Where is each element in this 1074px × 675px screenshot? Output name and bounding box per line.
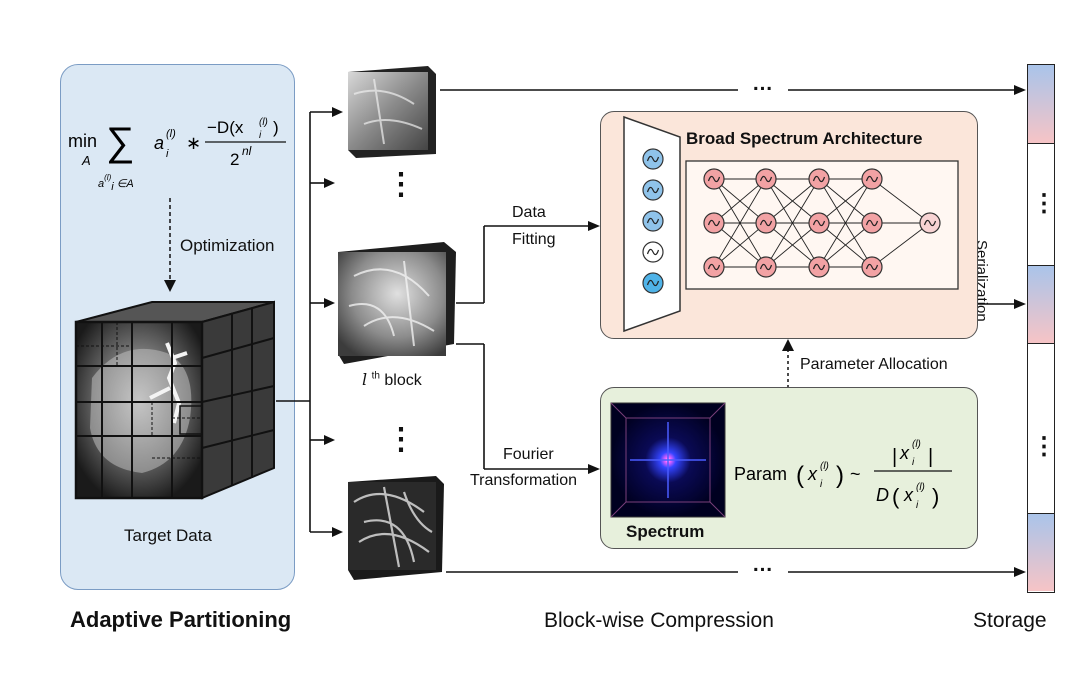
svg-text:|: | <box>928 446 933 468</box>
svg-text:(l): (l) <box>259 117 268 128</box>
svg-text:(l): (l) <box>912 439 921 450</box>
network-edge <box>713 178 767 224</box>
svg-text:(: ( <box>796 462 804 489</box>
spectrum-image <box>610 402 726 518</box>
svg-text:(l): (l) <box>916 482 925 493</box>
section-blockwise-compression: Block-wise Compression <box>544 609 774 632</box>
svg-text:∗: ∗ <box>186 133 201 153</box>
network-edge <box>871 222 931 268</box>
svg-text:x: x <box>899 443 910 463</box>
param-word: Param <box>734 464 787 484</box>
network-edge <box>713 222 767 268</box>
section-adaptive-partitioning: Adaptive Partitioning <box>70 607 292 632</box>
network-edge <box>765 178 820 268</box>
bottom-path-ellipsis: … <box>752 553 773 576</box>
block-lth <box>338 242 456 364</box>
optimization-arrow <box>164 198 176 292</box>
network-edge <box>713 178 767 268</box>
formula-denominator: 2 <box>230 150 239 169</box>
spectrum-label: Spectrum <box>626 522 705 541</box>
storage-segment-2 <box>1028 265 1054 343</box>
svg-text:x: x <box>807 464 818 484</box>
optimization-formula: min A ∑ a(l)i ∈A a (l) i ∗ −D(x (l) i ) … <box>68 117 286 193</box>
network-edge <box>765 178 820 224</box>
network-edge <box>818 178 873 224</box>
svg-text:i: i <box>916 500 919 511</box>
architecture-diagram <box>623 115 959 333</box>
network-edge <box>871 178 931 224</box>
svg-text:|: | <box>892 446 897 468</box>
parameter-allocation-label: Parameter Allocation <box>800 356 948 373</box>
network-edge <box>818 178 873 268</box>
section-storage: Storage <box>973 609 1047 632</box>
network-edge <box>765 222 820 268</box>
formula-numerator: −D(x <box>207 118 244 137</box>
block-bottom <box>348 476 444 580</box>
svg-text:i: i <box>820 479 823 490</box>
formula-min: min <box>68 131 97 151</box>
storage-ellipsis-1: ⋮ <box>1032 190 1056 217</box>
storage-column <box>1027 64 1055 593</box>
svg-text:D: D <box>876 485 889 505</box>
param-formula: Param ( x (l) i ) ~ | x (l) i | D ( x (l… <box>734 439 952 511</box>
top-path-ellipsis: … <box>752 72 773 95</box>
svg-text:(l): (l) <box>166 128 176 140</box>
svg-text:): ) <box>836 462 844 489</box>
vertical-ellipsis-2: ⋮ <box>386 423 416 456</box>
formula-term: a <box>154 133 164 153</box>
formula-sum-symbol: ∑ <box>106 120 135 164</box>
data-fitting-label-1: Data <box>512 204 546 221</box>
svg-text:i: i <box>912 457 915 468</box>
partitioned-cube <box>74 300 275 500</box>
block-top <box>348 66 436 158</box>
target-data-label: Target Data <box>124 526 212 545</box>
svg-text:nl: nl <box>242 144 252 158</box>
storage-ellipsis-2: ⋮ <box>1032 433 1056 460</box>
network-edge <box>818 222 873 268</box>
data-fitting-label-2: Fitting <box>512 231 556 248</box>
vertical-ellipsis-1: ⋮ <box>386 168 416 201</box>
optimization-label: Optimization <box>180 236 275 255</box>
svg-text:x: x <box>903 485 914 505</box>
formula-min-sub: A <box>81 153 91 168</box>
fourier-label-1: Fourier <box>503 446 554 463</box>
svg-text:): ) <box>273 118 279 137</box>
svg-text:(l): (l) <box>820 461 829 472</box>
storage-segment-3 <box>1028 513 1054 591</box>
lth-block-label: l th block <box>362 370 422 389</box>
architecture-title: Broad Spectrum Architecture <box>686 129 923 148</box>
svg-text:i: i <box>259 130 262 141</box>
fourier-label-2: Transformation <box>470 472 577 489</box>
storage-segment-1 <box>1028 65 1054 143</box>
svg-text:(: ( <box>892 484 900 509</box>
svg-text:): ) <box>932 484 939 509</box>
svg-text:i: i <box>166 148 169 160</box>
param-tilde: ~ <box>850 464 861 484</box>
